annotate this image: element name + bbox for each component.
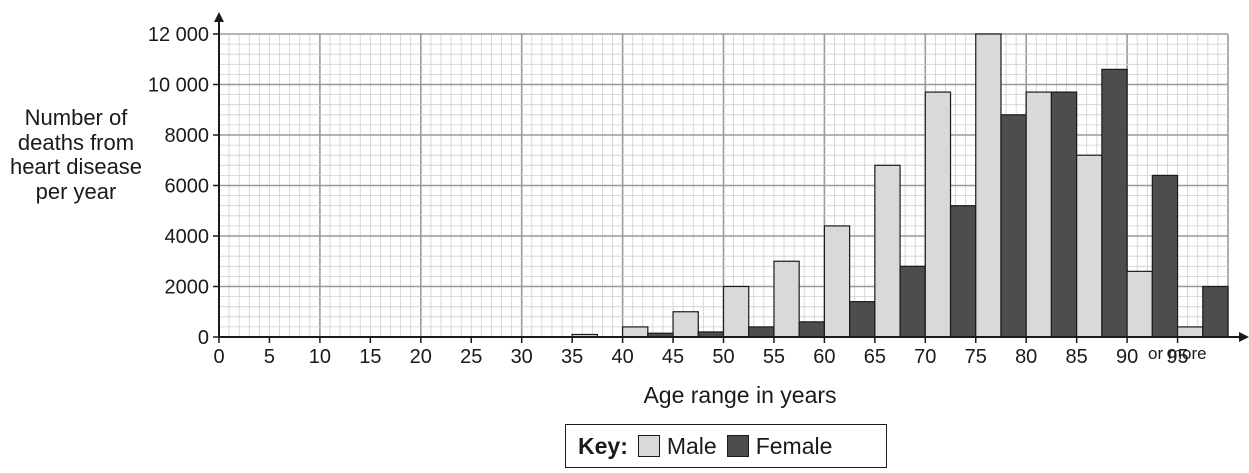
bar-male-70: [924, 91, 952, 338]
legend-item-male: Male: [637, 432, 717, 460]
bar-male-90: [1126, 270, 1153, 338]
y-tick-label: 10 000: [148, 75, 209, 97]
x-tick-label: 55: [763, 346, 785, 368]
x-axis-arrow-icon: [1239, 332, 1249, 342]
chart-grid: [218, 33, 1229, 338]
x-axis-label: Age range in years: [643, 382, 837, 408]
bar-female-70: [949, 205, 977, 338]
x-tick-label: 35: [561, 346, 583, 368]
y-tick-label: 4000: [165, 226, 210, 248]
y-axis-arrow-icon: [214, 12, 224, 22]
chart-axes: [213, 12, 1249, 343]
x-tick-label: 70: [914, 346, 936, 368]
x-tick-label: 85: [1066, 346, 1088, 368]
y-tick-label: 8000: [165, 125, 210, 147]
y-axis-label: Number of deaths from heart disease per …: [9, 105, 143, 204]
legend-label-female: Female: [755, 432, 833, 459]
bar-male-50: [722, 285, 750, 338]
x-tick-label: 15: [359, 346, 381, 368]
bar-female-50: [748, 326, 775, 338]
x-tick-label: 75: [965, 346, 987, 368]
bar-female-90: [1151, 174, 1179, 338]
x-axis-note: or more: [1148, 344, 1207, 363]
x-tick-label: 50: [712, 346, 734, 368]
bar-male-60: [823, 225, 851, 338]
x-tick-label: 80: [1015, 346, 1037, 368]
y-tick-label: 0: [198, 327, 209, 349]
y-tick-label: 12 000: [148, 24, 209, 46]
legend-title: Key:: [578, 432, 628, 459]
bar-male-45: [672, 311, 699, 338]
bar-female-65: [899, 265, 926, 338]
bar-female-55: [798, 321, 825, 338]
bar-female-75: [1000, 114, 1027, 338]
x-tick-label: 0: [213, 346, 224, 368]
bar-female-95: [1202, 285, 1229, 338]
x-tick-label: 30: [511, 346, 533, 368]
y-tick-label: 6000: [165, 176, 210, 198]
x-tick-label: 5: [264, 346, 275, 368]
x-tick-label: 25: [460, 346, 482, 368]
legend-swatch-male: [637, 435, 660, 457]
bar-male-65: [874, 164, 901, 338]
legend-item-female: Female: [726, 432, 833, 460]
x-tick-label: 60: [813, 346, 835, 368]
bar-male-40: [621, 326, 649, 338]
x-tick-label: 90: [1116, 346, 1138, 368]
x-tick-label: 95: [1166, 346, 1188, 368]
chart-tick-labels: 0 2000 4000 6000 8000 10 000 12 000 0 5 10 15 20 25 3…: [148, 24, 1189, 368]
y-tick-label: 2000: [165, 277, 210, 299]
legend: Key: Male Female: [565, 424, 887, 468]
x-tick-label: 65: [864, 346, 886, 368]
x-tick-label: 10: [309, 346, 331, 368]
bar-male-85: [1076, 154, 1103, 338]
bar-male-75: [975, 33, 1002, 338]
bar-female-85: [1101, 68, 1128, 338]
x-tick-label: 45: [662, 346, 684, 368]
legend-label-male: Male: [666, 432, 717, 459]
bar-female-80: [1050, 91, 1078, 338]
x-tick-label: 20: [410, 346, 432, 368]
legend-swatch-female: [726, 435, 749, 457]
bar-male-55: [773, 260, 800, 338]
bar-male-95: [1176, 326, 1204, 338]
x-tick-label: 40: [611, 346, 633, 368]
bar-female-60: [849, 301, 876, 338]
bar-male-80: [1025, 91, 1053, 338]
